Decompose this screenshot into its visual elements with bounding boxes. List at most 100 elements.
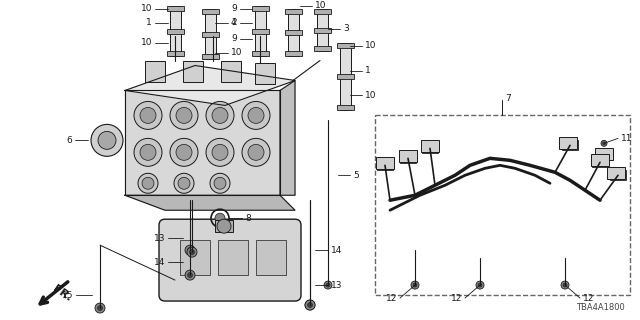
Circle shape <box>176 108 192 124</box>
Circle shape <box>305 300 315 310</box>
Circle shape <box>210 173 230 193</box>
Bar <box>215 220 233 232</box>
Bar <box>167 28 184 34</box>
Circle shape <box>174 173 194 193</box>
Bar <box>256 240 286 275</box>
Bar <box>377 160 393 170</box>
Text: 10: 10 <box>365 91 376 100</box>
Circle shape <box>170 101 198 129</box>
Bar <box>167 51 184 56</box>
Text: 1: 1 <box>365 66 371 75</box>
Text: 12: 12 <box>583 293 595 302</box>
Circle shape <box>206 101 234 129</box>
Bar <box>314 45 331 51</box>
Text: 8: 8 <box>245 214 251 223</box>
Bar <box>252 28 269 34</box>
Circle shape <box>217 219 231 233</box>
FancyBboxPatch shape <box>159 219 301 301</box>
Circle shape <box>324 281 332 289</box>
Circle shape <box>185 270 195 280</box>
Text: 12: 12 <box>386 293 397 302</box>
Circle shape <box>602 142 605 145</box>
Bar <box>314 28 331 33</box>
Bar <box>337 105 354 110</box>
Circle shape <box>478 283 482 287</box>
Text: 14: 14 <box>154 258 165 267</box>
Bar <box>399 150 417 162</box>
Circle shape <box>307 302 312 308</box>
Bar <box>288 9 299 56</box>
Bar <box>607 167 625 179</box>
Bar <box>202 9 219 14</box>
Bar <box>400 153 416 163</box>
Text: 10: 10 <box>141 38 152 47</box>
Text: 13: 13 <box>154 234 165 243</box>
Bar <box>422 143 438 153</box>
Circle shape <box>97 306 102 310</box>
Circle shape <box>215 213 225 223</box>
Circle shape <box>212 108 228 124</box>
Circle shape <box>188 248 193 252</box>
Circle shape <box>214 177 226 189</box>
Text: 13: 13 <box>331 281 342 290</box>
Text: 11: 11 <box>621 134 632 143</box>
Circle shape <box>178 177 190 189</box>
Circle shape <box>326 283 330 287</box>
Text: 2: 2 <box>232 18 237 27</box>
Bar <box>285 51 302 56</box>
Bar <box>375 116 630 295</box>
Bar <box>167 6 184 11</box>
Polygon shape <box>125 91 280 195</box>
Circle shape <box>248 144 264 160</box>
Polygon shape <box>125 195 295 210</box>
Circle shape <box>176 144 192 160</box>
Circle shape <box>242 101 270 129</box>
Text: 4: 4 <box>231 18 237 27</box>
Text: 15: 15 <box>61 291 73 300</box>
Text: 9: 9 <box>231 4 237 13</box>
Text: 10: 10 <box>141 4 152 13</box>
Circle shape <box>140 144 156 160</box>
Bar <box>562 140 578 150</box>
Circle shape <box>563 283 567 287</box>
Bar <box>591 154 609 166</box>
Bar <box>337 75 354 79</box>
Text: TBA4A1800: TBA4A1800 <box>576 303 625 312</box>
Circle shape <box>561 281 569 289</box>
Bar <box>252 51 269 56</box>
Text: 12: 12 <box>451 293 462 302</box>
Polygon shape <box>125 66 295 105</box>
Circle shape <box>305 300 315 310</box>
Circle shape <box>138 173 158 193</box>
Circle shape <box>601 140 607 146</box>
Polygon shape <box>280 81 295 195</box>
Text: 5: 5 <box>353 171 359 180</box>
Bar <box>202 53 219 59</box>
Bar <box>221 60 241 83</box>
Circle shape <box>134 138 162 166</box>
Text: 3: 3 <box>343 24 349 33</box>
Bar <box>314 9 331 14</box>
Circle shape <box>185 245 195 255</box>
Text: 1: 1 <box>147 18 152 27</box>
Bar <box>180 240 210 275</box>
Circle shape <box>189 250 195 255</box>
Circle shape <box>212 144 228 160</box>
Circle shape <box>413 283 417 287</box>
Bar <box>183 60 203 83</box>
Circle shape <box>248 108 264 124</box>
Text: 9: 9 <box>231 34 237 43</box>
Bar <box>285 29 302 35</box>
Bar <box>218 240 248 275</box>
Circle shape <box>411 281 419 289</box>
Bar <box>285 9 302 14</box>
Bar <box>205 9 216 59</box>
Bar <box>595 148 613 160</box>
Bar <box>255 62 275 84</box>
Bar <box>255 6 266 56</box>
Text: 10: 10 <box>231 48 243 57</box>
Circle shape <box>476 281 484 289</box>
Circle shape <box>307 302 312 308</box>
Bar <box>202 32 219 36</box>
Bar <box>337 43 354 48</box>
